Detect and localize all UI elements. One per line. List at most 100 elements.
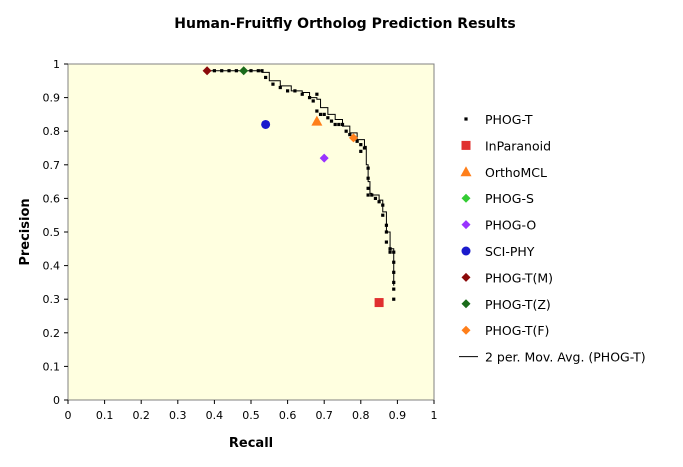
legend-phog-s-marker xyxy=(461,193,471,203)
phog-t-point xyxy=(278,85,282,90)
phog-t-point xyxy=(212,69,216,73)
phog-t-point xyxy=(318,112,323,116)
y-tick-label: 0.7 xyxy=(43,159,61,172)
phog-t-point xyxy=(381,213,385,217)
phog-t-point xyxy=(384,223,389,227)
phog-t-point xyxy=(392,270,396,274)
legend-phog-t-m-marker xyxy=(461,272,471,282)
legend-phog-s-label: PHOG-S xyxy=(485,191,534,206)
phog-t-point xyxy=(311,99,315,103)
y-tick-label: 0.1 xyxy=(43,360,61,373)
phog-t-point xyxy=(293,89,297,93)
x-tick-label: 0.1 xyxy=(96,409,114,422)
phog-t-point xyxy=(388,250,392,254)
phog-t-point xyxy=(381,203,385,207)
plot-area xyxy=(67,63,435,401)
phog-t-point xyxy=(260,69,264,73)
phog-t-point xyxy=(329,119,334,123)
phog-t-point xyxy=(333,122,337,127)
phog-t-point xyxy=(388,247,392,251)
y-tick-label: 0 xyxy=(53,394,60,407)
phog-t-point xyxy=(322,112,326,116)
legend-phog-t-f-label: PHOG-T(F) xyxy=(485,323,549,338)
y-tick-label: 0.2 xyxy=(43,327,61,340)
legend-phog-t-label: PHOG-T xyxy=(485,112,533,127)
phog-t-point xyxy=(307,96,312,100)
phog-t-point xyxy=(384,230,389,234)
x-axis: 0 0.1 0.2 0.3 0.4 0.5 0.6 0.7 0.8 0.9 1 xyxy=(65,400,438,422)
phog-t-point xyxy=(227,69,231,73)
phog-t-point xyxy=(392,250,396,254)
y-tick-label: 1 xyxy=(53,58,60,71)
phog-t-point xyxy=(220,69,224,73)
x-tick-label: 0.9 xyxy=(389,409,407,422)
legend-orthomcl-label: OrthoMCL xyxy=(485,165,547,180)
y-axis-title: Precision xyxy=(18,198,33,265)
phog-t-point xyxy=(355,139,359,143)
phog-t-point xyxy=(337,122,341,127)
phog-t-point xyxy=(384,240,389,244)
phog-t-point xyxy=(366,186,370,190)
phog-t-point xyxy=(373,196,378,200)
phog-t-point xyxy=(300,92,304,96)
legend-sci-phy-marker xyxy=(461,246,471,256)
phog-t-point xyxy=(392,297,396,301)
phog-t-point xyxy=(377,200,381,204)
phog-t-point xyxy=(392,280,396,284)
phog-t-point xyxy=(359,149,363,153)
phog-t-point xyxy=(370,193,374,197)
inparanoid-point xyxy=(374,298,384,308)
orthomcl-point xyxy=(311,115,323,126)
y-tick-label: 0.5 xyxy=(43,226,61,239)
phog-t-point xyxy=(366,176,370,180)
trendline-path xyxy=(207,70,395,286)
phog-t-point xyxy=(249,69,253,73)
legend-sci-phy-label: SCI-PHY xyxy=(485,244,535,259)
phog-t-point xyxy=(315,109,319,113)
x-tick-label: 1 xyxy=(431,409,438,422)
phog-t-point xyxy=(392,287,396,291)
phog-t-point xyxy=(271,82,275,86)
trendline-layer xyxy=(207,70,395,286)
phog-t-point xyxy=(264,75,268,80)
legend-phog-o-label: PHOG-O xyxy=(485,218,536,233)
legend-phog-t-z-marker xyxy=(461,299,471,309)
x-tick-label: 0.8 xyxy=(352,409,370,422)
phog-t-m-point xyxy=(202,66,212,76)
x-tick-label: 0.3 xyxy=(169,409,187,422)
y-tick-label: 0.3 xyxy=(43,293,61,306)
x-tick-label: 0.2 xyxy=(132,409,150,422)
x-tick-label: 0.4 xyxy=(206,409,224,422)
x-axis-title: Recall xyxy=(229,436,273,451)
phog-t-point xyxy=(315,92,319,96)
phog-t-point xyxy=(256,69,260,73)
x-tick-label: 0.6 xyxy=(279,409,297,422)
legend-phog-o-marker xyxy=(461,220,471,230)
y-tick-label: 0.9 xyxy=(43,92,61,105)
phog-t-point xyxy=(359,143,363,147)
legend: PHOG-T InParanoid OrthoMCL PHOG-S PHOG-O SCI-… xyxy=(459,112,646,365)
sci-phy-point xyxy=(261,119,271,129)
x-tick-label: 0 xyxy=(65,409,72,422)
y-tick-label: 0.8 xyxy=(43,125,61,138)
phog-t-point xyxy=(344,129,348,133)
legend-inparanoid-label: InParanoid xyxy=(485,138,551,153)
y-axis: 0 0.1 0.2 0.3 0.4 0.5 0.6 0.7 0.8 0.9 1 xyxy=(43,58,68,407)
phog-t-point xyxy=(366,166,370,170)
legend-phog-t-z-label: PHOG-T(Z) xyxy=(485,297,551,312)
phog-t-point xyxy=(362,146,367,150)
chart-title: Human-Fruitfly Ortholog Prediction Resul… xyxy=(174,16,515,32)
legend-orthomcl-marker xyxy=(460,166,472,177)
x-tick-label: 0.5 xyxy=(242,409,260,422)
legend-phog-t-m-label: PHOG-T(M) xyxy=(485,270,553,285)
legend-trendline-label: 2 per. Mov. Avg. (PHOG-T) xyxy=(485,350,646,365)
legend-phog-t-f-marker xyxy=(461,325,471,335)
legend-phog-t-marker xyxy=(464,117,468,121)
phog-o-point xyxy=(319,153,329,163)
phog-t-point xyxy=(286,89,290,93)
phog-t-f-point xyxy=(348,133,358,143)
phog-t-point xyxy=(392,260,396,264)
y-tick-label: 0.6 xyxy=(43,192,61,205)
